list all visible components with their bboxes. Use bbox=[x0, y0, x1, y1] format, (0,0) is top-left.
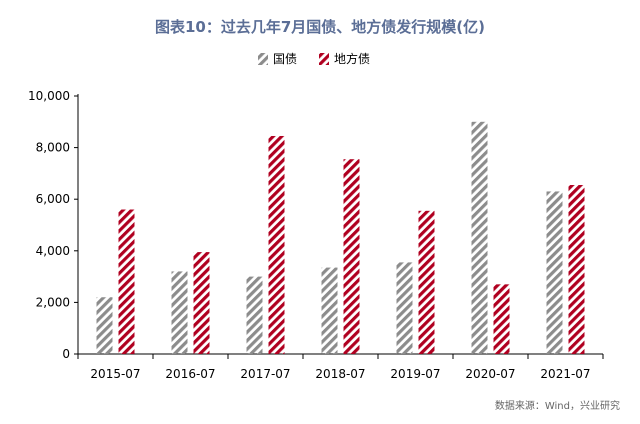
x-tick-label: 2018-07 bbox=[315, 367, 365, 381]
bar-guozhai bbox=[321, 267, 338, 354]
source-note: 数据来源：Wind，兴业研究 bbox=[495, 399, 620, 412]
bars bbox=[96, 121, 585, 354]
bar-difangzhai bbox=[343, 159, 360, 354]
bar-difangzhai bbox=[193, 252, 210, 354]
y-tick-label: 6,000 bbox=[36, 192, 70, 206]
x-axis: 2015-07 2016-07 2017-07 2018-07 2019-07 2020-… bbox=[77, 353, 604, 381]
y-tick-label: 2,000 bbox=[36, 295, 70, 309]
x-tick-label: 2020-07 bbox=[465, 367, 515, 381]
bar-guozhai bbox=[396, 262, 413, 354]
x-tick-label: 2017-07 bbox=[240, 367, 290, 381]
bar-difangzhai bbox=[118, 209, 135, 354]
x-tick-label: 2015-07 bbox=[90, 367, 140, 381]
y-tick-label: 0 bbox=[62, 347, 70, 361]
bar-guozhai bbox=[171, 271, 188, 354]
x-tick-label: 2019-07 bbox=[390, 367, 440, 381]
legend-swatch bbox=[258, 53, 268, 65]
chart-title: 图表10：过去几年7月国债、地方债发行规模(亿) bbox=[155, 18, 485, 36]
bar-guozhai bbox=[96, 297, 113, 354]
legend-swatch bbox=[319, 53, 329, 65]
x-tick-label: 2016-07 bbox=[165, 367, 215, 381]
x-tick-label: 2021-07 bbox=[540, 367, 590, 381]
bar-difangzhai bbox=[268, 135, 285, 354]
bar-guozhai bbox=[246, 276, 263, 354]
bar-difangzhai bbox=[493, 284, 510, 354]
y-tick-label: 10,000 bbox=[28, 89, 70, 103]
y-tick-label: 4,000 bbox=[36, 244, 70, 258]
y-axis: 0 2,000 4,000 6,000 8,000 10,000 bbox=[28, 89, 79, 361]
legend-label: 国债 bbox=[273, 52, 297, 66]
legend-label: 地方债 bbox=[334, 51, 370, 66]
bar-difangzhai bbox=[418, 210, 435, 354]
y-tick-label: 8,000 bbox=[36, 141, 70, 155]
legend: 国债 地方债 bbox=[258, 51, 370, 66]
bar-guozhai bbox=[546, 191, 563, 354]
bar-difangzhai bbox=[568, 185, 585, 354]
bar-guozhai bbox=[471, 121, 488, 354]
